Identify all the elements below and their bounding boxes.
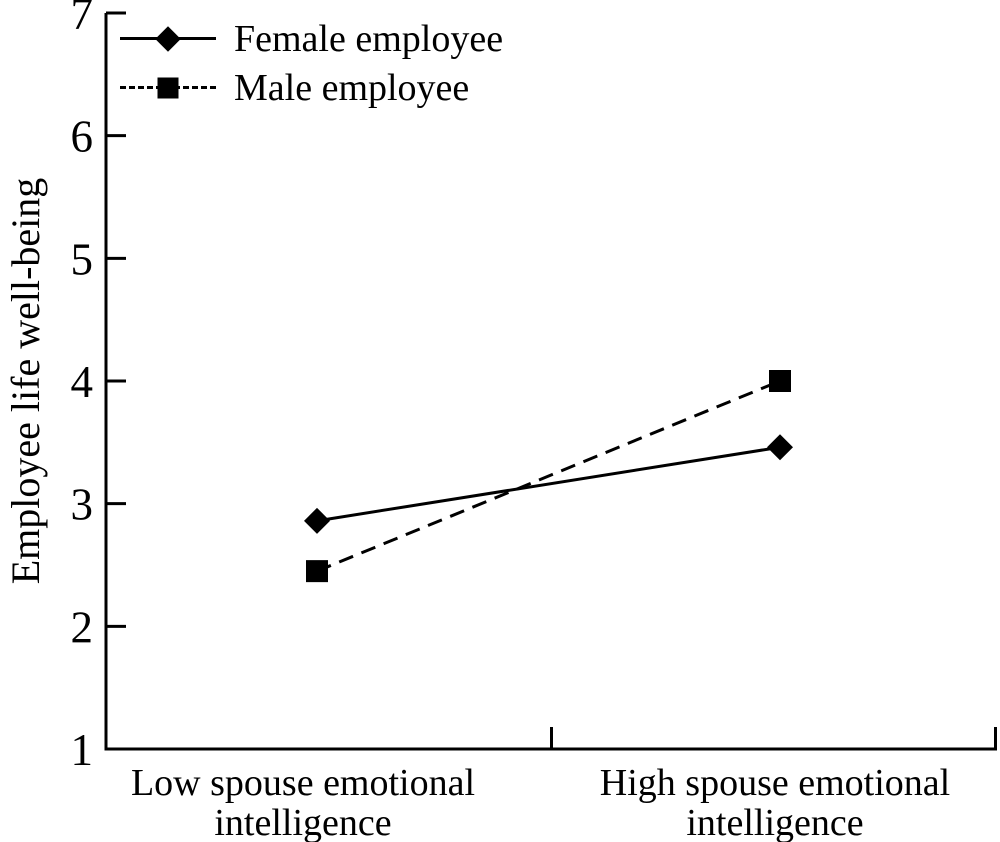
y-tick-label: 5 [71,234,94,284]
series-line-0 [316,445,781,523]
y-tick-label: 2 [71,602,94,652]
y-axis-title: Employee life well-being [3,177,48,585]
legend-item-female-employee: Female employee [120,14,503,63]
dashed-line-sample-icon [120,77,216,98]
y-tick-label: 7 [71,0,94,39]
y-tick-label: 4 [71,357,94,407]
square-marker-icon [157,77,179,98]
legend: Female employee Male employee [120,14,503,112]
square-marker-icon [769,370,791,392]
y-tick-label: 1 [71,725,94,775]
axes [104,13,997,751]
solid-line-sample-icon [120,25,216,52]
x-category-label-low: Low spouse emotional intelligence [130,762,476,842]
series-line-1 [316,379,781,573]
y-tick-label: 6 [71,112,94,162]
diamond-marker-icon [155,25,181,52]
y-tick-label: 3 [71,480,94,530]
diamond-marker-icon [304,507,330,534]
legend-label-male-employee: Male employee [234,66,470,109]
legend-item-male-employee: Male employee [120,63,503,112]
diamond-marker-icon [767,434,793,461]
square-marker-icon [306,560,328,583]
legend-label-female-employee: Female employee [234,17,504,60]
x-category-label-high: High spouse emotional intelligence [599,762,951,842]
